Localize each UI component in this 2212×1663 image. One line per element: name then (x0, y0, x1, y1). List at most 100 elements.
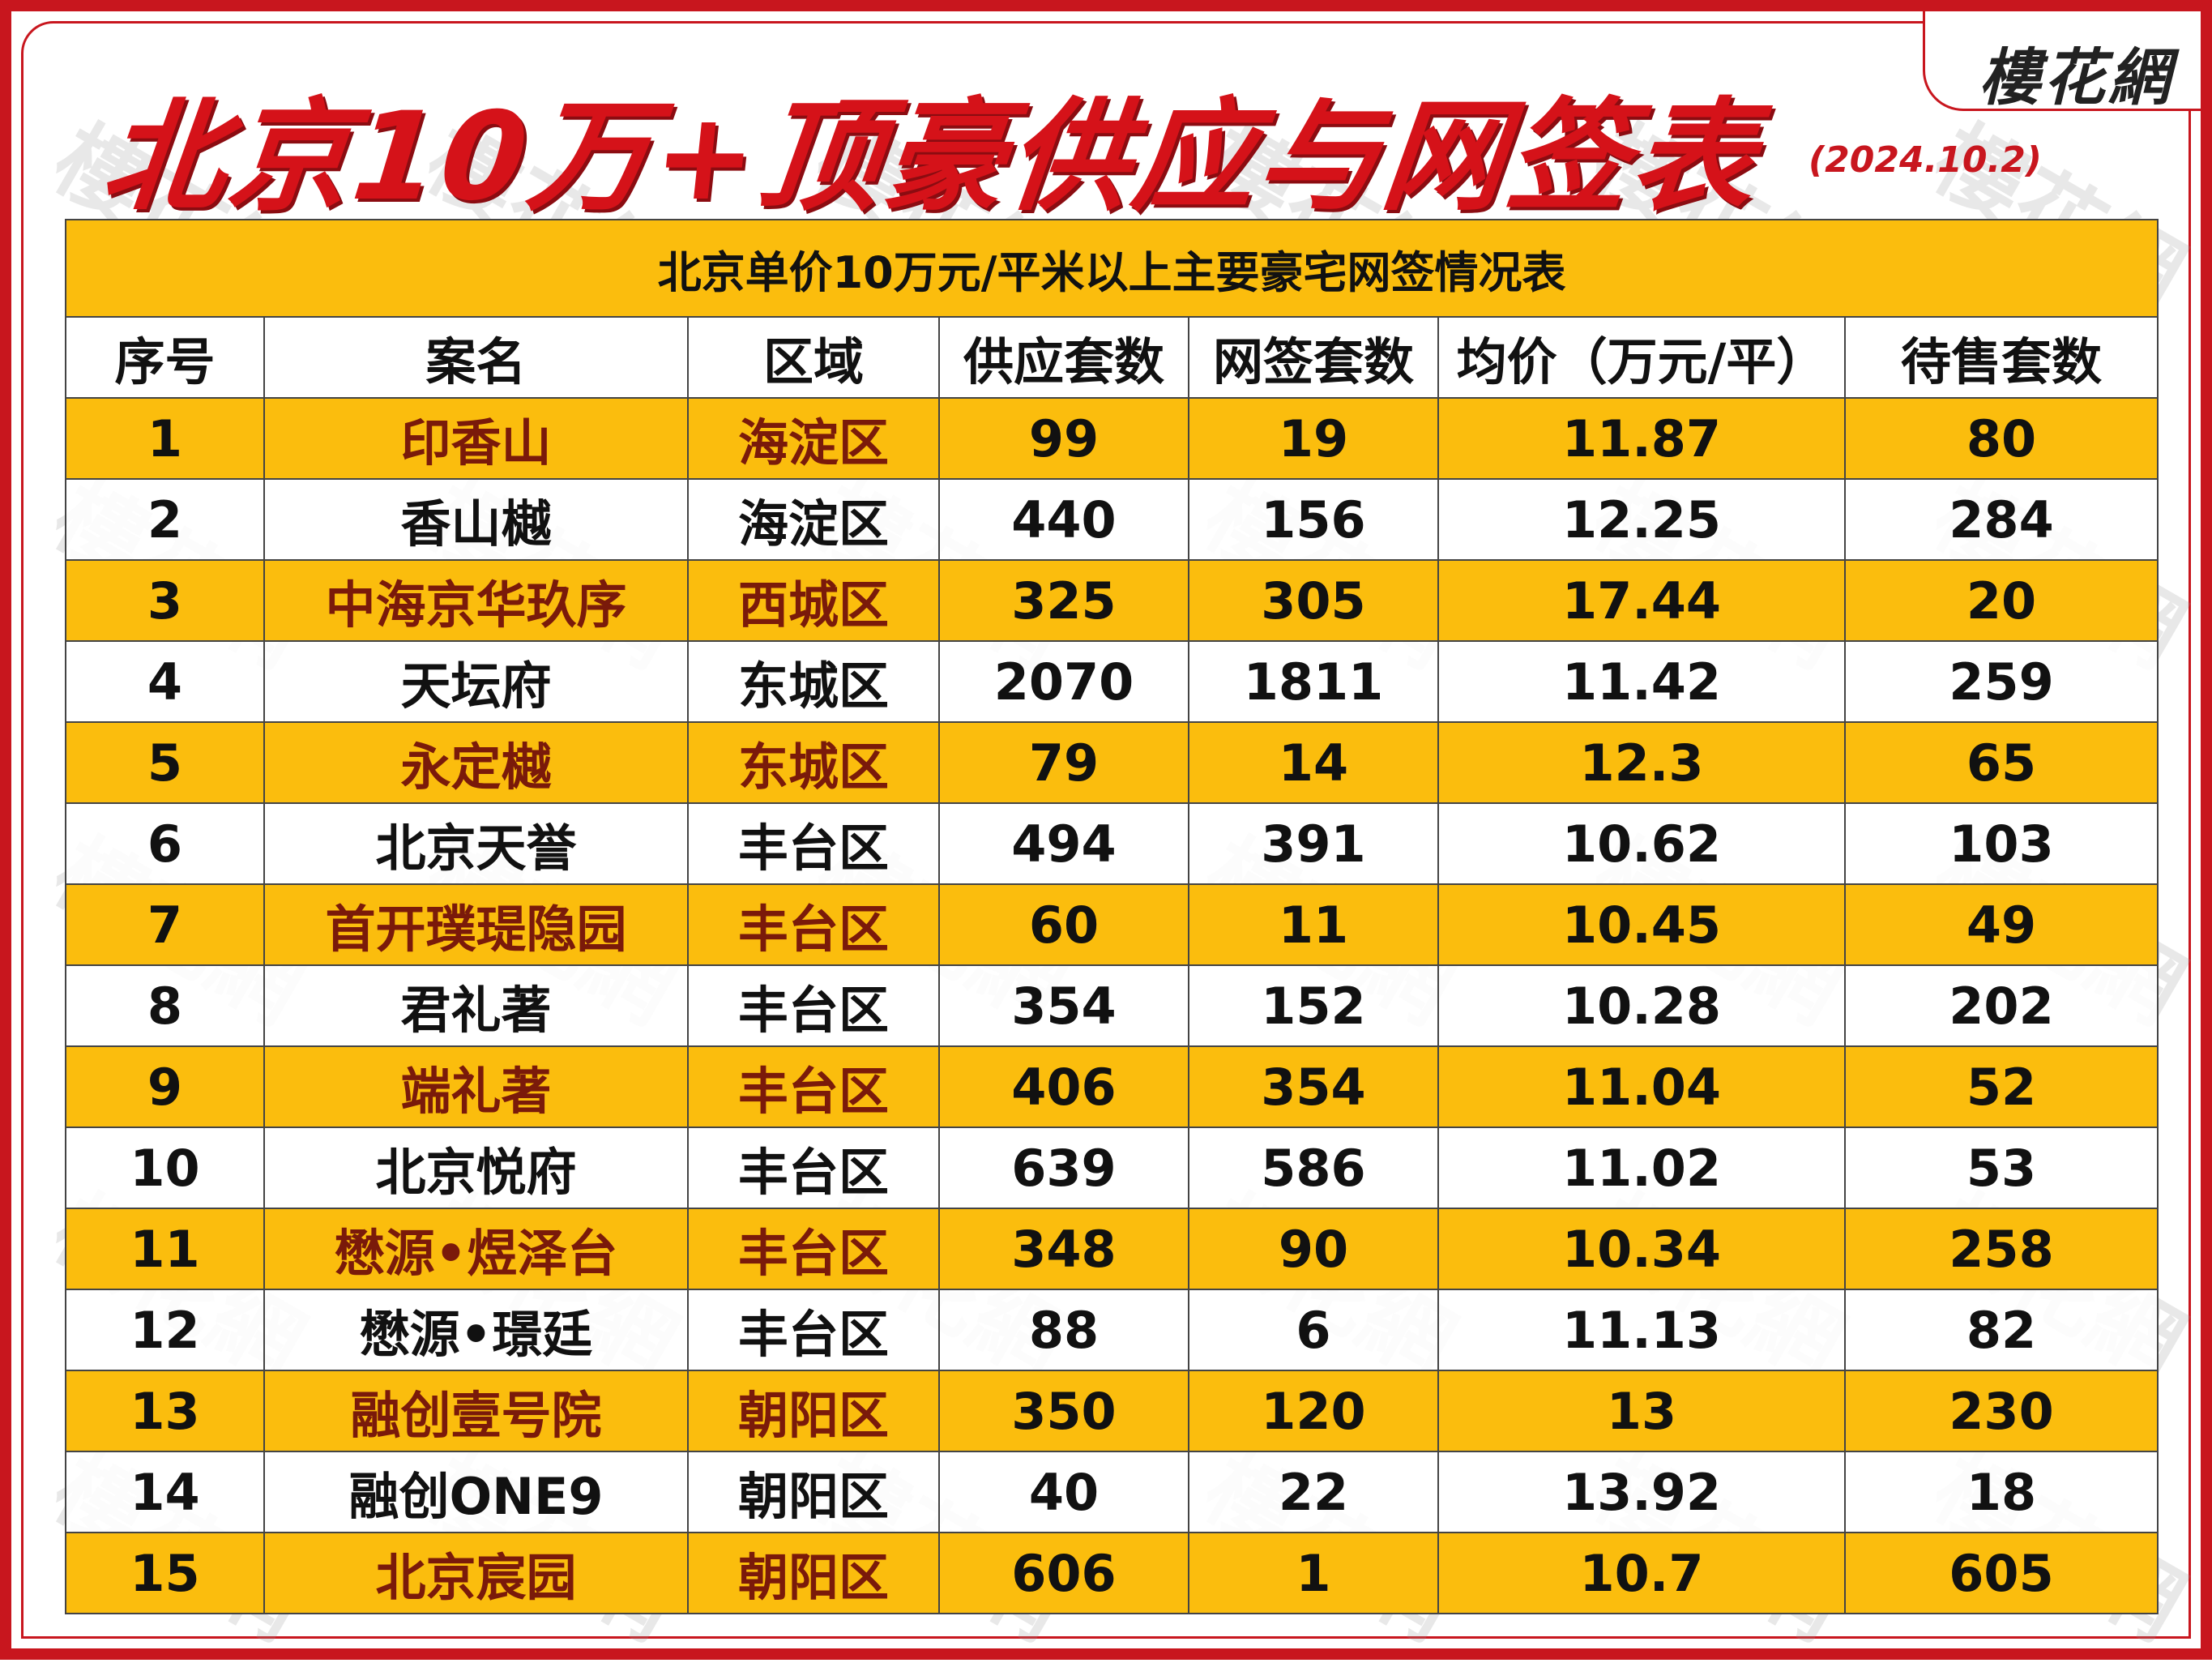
table-row: 4 天坛府 东城区 2070 1811 11.42 259 (65, 640, 2159, 723)
signed-units-cell: 305 (1188, 559, 1439, 642)
district-cell: 朝阳区 (687, 1532, 940, 1614)
unsold-units-cell: 284 (1843, 478, 2159, 561)
supply-units-cell: 40 (938, 1451, 1189, 1533)
project-name-cell: 君礼著 (263, 964, 689, 1047)
table-row: 10 北京悦府 丰台区 639 586 11.02 53 (65, 1126, 2159, 1209)
signed-units-cell: 152 (1188, 964, 1439, 1047)
unsold-units-cell: 65 (1843, 721, 2159, 804)
project-name-cell: 懋源•煜泽台 (263, 1208, 689, 1290)
row-index-cell: 13 (65, 1370, 265, 1452)
avg-price-cell: 13 (1437, 1370, 1846, 1452)
project-name-cell: 中海京华玖序 (263, 559, 689, 642)
district-cell: 朝阳区 (687, 1451, 940, 1533)
table-header-row: 序号 案名 区域 供应套数 网签套数 均价（万元/平） 待售套数 (65, 316, 2159, 399)
unsold-units-cell: 230 (1843, 1370, 2159, 1452)
signed-units-cell: 1 (1188, 1532, 1439, 1614)
avg-price-cell: 11.13 (1437, 1289, 1846, 1371)
unsold-units-cell: 82 (1843, 1289, 2159, 1371)
column-header: 区域 (687, 316, 940, 399)
column-header: 待售套数 (1843, 316, 2159, 399)
row-index-cell: 1 (65, 397, 265, 480)
row-index-cell: 11 (65, 1208, 265, 1290)
district-cell: 西城区 (687, 559, 940, 642)
column-header: 案名 (263, 316, 689, 399)
report-date: (2024.10.2) (1808, 139, 2042, 181)
unsold-units-cell: 18 (1843, 1451, 2159, 1533)
unsold-units-cell: 258 (1843, 1208, 2159, 1290)
table-caption: 北京单价10万元/平米以上主要豪宅网签情况表 (64, 219, 2159, 318)
avg-price-cell: 10.45 (1437, 883, 1846, 966)
avg-price-cell: 10.34 (1437, 1208, 1846, 1290)
avg-price-cell: 10.62 (1437, 802, 1846, 885)
signed-units-cell: 156 (1188, 478, 1439, 561)
signed-units-cell: 19 (1188, 397, 1439, 480)
project-name-cell: 香山樾 (263, 478, 689, 561)
supply-units-cell: 350 (938, 1370, 1189, 1452)
unsold-units-cell: 605 (1843, 1532, 2159, 1614)
column-header: 序号 (65, 316, 265, 399)
row-index-cell: 6 (65, 802, 265, 885)
unsold-units-cell: 80 (1843, 397, 2159, 480)
supply-units-cell: 348 (938, 1208, 1189, 1290)
district-cell: 丰台区 (687, 1208, 940, 1290)
table-row: 14 融创ONE9 朝阳区 40 22 13.92 18 (65, 1451, 2159, 1533)
logo-tab (1923, 11, 2201, 111)
supply-units-cell: 639 (938, 1126, 1189, 1209)
district-cell: 丰台区 (687, 1289, 940, 1371)
unsold-units-cell: 53 (1843, 1126, 2159, 1209)
project-name-cell: 永定樾 (263, 721, 689, 804)
supply-units-cell: 88 (938, 1289, 1189, 1371)
district-cell: 东城区 (687, 640, 940, 723)
supply-units-cell: 60 (938, 883, 1189, 966)
column-header: 供应套数 (938, 316, 1189, 399)
signed-units-cell: 6 (1188, 1289, 1439, 1371)
row-index-cell: 8 (65, 964, 265, 1047)
table-row: 2 香山樾 海淀区 440 156 12.25 284 (65, 478, 2159, 561)
avg-price-cell: 13.92 (1437, 1451, 1846, 1533)
avg-price-cell: 11.02 (1437, 1126, 1846, 1209)
table-row: 11 懋源•煜泽台 丰台区 348 90 10.34 258 (65, 1208, 2159, 1290)
district-cell: 东城区 (687, 721, 940, 804)
district-cell: 丰台区 (687, 1126, 940, 1209)
supply-units-cell: 99 (938, 397, 1189, 480)
table-row: 13 融创壹号院 朝阳区 350 120 13 230 (65, 1370, 2159, 1452)
project-name-cell: 端礼著 (263, 1045, 689, 1128)
signed-units-cell: 120 (1188, 1370, 1439, 1452)
row-index-cell: 5 (65, 721, 265, 804)
unsold-units-cell: 202 (1843, 964, 2159, 1047)
table-row: 9 端礼著 丰台区 406 354 11.04 52 (65, 1045, 2159, 1128)
unsold-units-cell: 20 (1843, 559, 2159, 642)
signed-units-cell: 22 (1188, 1451, 1439, 1533)
avg-price-cell: 12.3 (1437, 721, 1846, 804)
row-index-cell: 2 (65, 478, 265, 561)
signed-units-cell: 391 (1188, 802, 1439, 885)
project-name-cell: 懋源•璟廷 (263, 1289, 689, 1371)
signed-units-cell: 586 (1188, 1126, 1439, 1209)
table-caption-row: 北京单价10万元/平米以上主要豪宅网签情况表 (64, 219, 2159, 318)
luxury-housing-table: 北京单价10万元/平米以上主要豪宅网签情况表 序号 案名 区域 供应套数 网签套数 均价（… (64, 219, 2159, 1614)
row-index-cell: 4 (65, 640, 265, 723)
row-index-cell: 12 (65, 1289, 265, 1371)
unsold-units-cell: 52 (1843, 1045, 2159, 1128)
district-cell: 朝阳区 (687, 1370, 940, 1452)
column-header: 网签套数 (1188, 316, 1439, 399)
column-header: 均价（万元/平） (1437, 316, 1846, 399)
avg-price-cell: 11.04 (1437, 1045, 1846, 1128)
district-cell: 海淀区 (687, 478, 940, 561)
project-name-cell: 北京悦府 (263, 1126, 689, 1209)
supply-units-cell: 494 (938, 802, 1189, 885)
avg-price-cell: 10.7 (1437, 1532, 1846, 1614)
project-name-cell: 融创ONE9 (263, 1451, 689, 1533)
project-name-cell: 首开璞瑅隐园 (263, 883, 689, 966)
table-body: 1 印香山 海淀区 99 19 11.87 80 2 香山樾 海淀区 440 156 12.25 284 3… (65, 397, 2159, 1614)
district-cell: 丰台区 (687, 1045, 940, 1128)
project-name-cell: 北京宸园 (263, 1532, 689, 1614)
district-cell: 丰台区 (687, 964, 940, 1047)
row-index-cell: 7 (65, 883, 265, 966)
supply-units-cell: 606 (938, 1532, 1189, 1614)
table-row: 8 君礼著 丰台区 354 152 10.28 202 (65, 964, 2159, 1047)
signed-units-cell: 1811 (1188, 640, 1439, 723)
supply-units-cell: 354 (938, 964, 1189, 1047)
brand-logo: 樓花網 (1979, 41, 2173, 113)
project-name-cell: 天坛府 (263, 640, 689, 723)
